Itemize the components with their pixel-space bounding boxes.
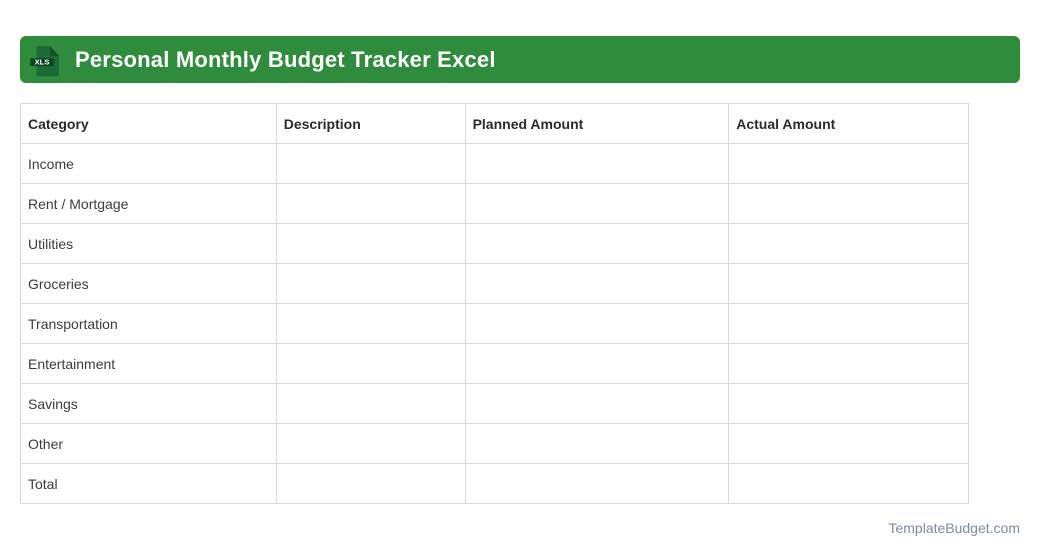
svg-text:XLS: XLS [35,58,50,67]
